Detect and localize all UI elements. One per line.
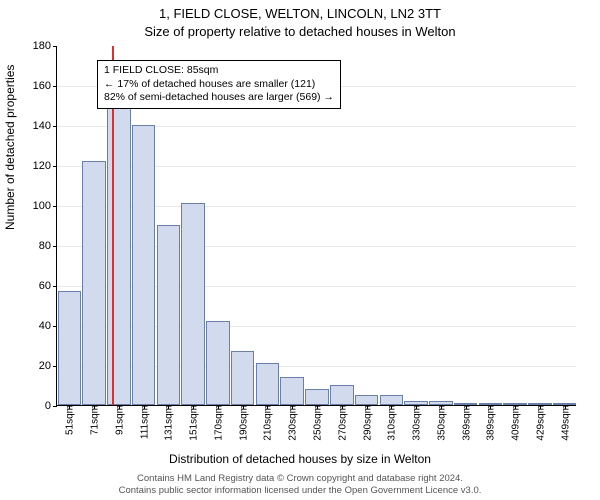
x-tick-label: 190sqm [236, 405, 249, 441]
annotation-line2: ← 17% of detached houses are smaller (12… [104, 78, 334, 92]
x-tick-label: 111sqm [137, 405, 150, 439]
x-tick-label: 230sqm [286, 405, 299, 441]
y-tick-mark [53, 366, 57, 367]
annotation-line1: 1 FIELD CLOSE: 85sqm [104, 64, 334, 78]
y-tick-mark [53, 326, 57, 327]
x-tick-label: 449sqm [558, 405, 571, 441]
x-tick-label: 250sqm [311, 405, 324, 441]
x-tick-label: 131sqm [162, 405, 175, 441]
x-tick-label: 71sqm [88, 405, 101, 435]
x-tick-label: 170sqm [211, 405, 224, 441]
bar [132, 125, 156, 405]
y-tick-mark [53, 86, 57, 87]
annotation-line3: 82% of semi-detached houses are larger (… [104, 91, 334, 105]
x-tick-label: 369sqm [459, 405, 472, 441]
bar [280, 377, 304, 405]
bar [305, 389, 329, 405]
footer-line2: Contains public sector information licen… [0, 485, 600, 496]
chart-title-subtitle: Size of property relative to detached ho… [0, 24, 600, 39]
x-tick-label: 210sqm [261, 405, 274, 441]
bar [231, 351, 255, 405]
y-tick-mark [53, 126, 57, 127]
x-tick-label: 330sqm [410, 405, 423, 441]
y-tick-mark [53, 46, 57, 47]
x-tick-label: 151sqm [187, 405, 200, 441]
x-tick-label: 409sqm [509, 405, 522, 441]
y-tick-mark [53, 166, 57, 167]
chart-title-address: 1, FIELD CLOSE, WELTON, LINCOLN, LN2 3TT [0, 6, 600, 21]
plot-area: 02040608010012014016018051sqm71sqm91sqm1… [56, 46, 576, 406]
x-tick-label: 51sqm [63, 405, 76, 435]
y-tick-mark [53, 286, 57, 287]
x-tick-label: 270sqm [335, 405, 348, 441]
bar [58, 291, 82, 405]
bar [157, 225, 181, 405]
footer-attribution: Contains HM Land Registry data © Crown c… [0, 473, 600, 496]
bar [256, 363, 280, 405]
y-axis-label: Number of detached properties [3, 65, 17, 230]
footer-line1: Contains HM Land Registry data © Crown c… [0, 473, 600, 484]
x-axis-label: Distribution of detached houses by size … [0, 452, 600, 466]
bar [82, 161, 106, 405]
bar [380, 395, 404, 405]
bar [330, 385, 354, 405]
x-tick-label: 429sqm [533, 405, 546, 441]
annotation-box: 1 FIELD CLOSE: 85sqm ← 17% of detached h… [97, 60, 341, 109]
y-tick-mark [53, 246, 57, 247]
x-tick-label: 310sqm [385, 405, 398, 441]
y-tick-mark [53, 206, 57, 207]
bar [355, 395, 379, 405]
bar [181, 203, 205, 405]
x-tick-label: 389sqm [484, 405, 497, 441]
x-tick-label: 290sqm [360, 405, 373, 441]
bar [206, 321, 230, 405]
x-tick-label: 350sqm [434, 405, 447, 441]
bar [107, 89, 131, 405]
y-tick-mark [53, 406, 57, 407]
chart-container: 1, FIELD CLOSE, WELTON, LINCOLN, LN2 3TT… [0, 0, 600, 500]
x-tick-label: 91sqm [112, 405, 125, 435]
